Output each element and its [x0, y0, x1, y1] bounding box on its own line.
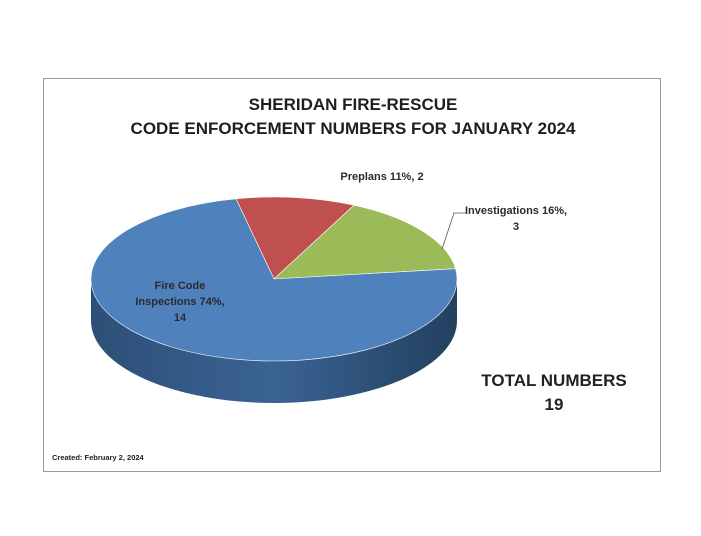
created-note: Created: February 2, 2024 [52, 453, 144, 462]
label-fire-code-line1: Fire Code [155, 280, 206, 292]
label-investigations-line2: 3 [513, 221, 519, 233]
slice-investigations [273, 204, 456, 280]
total-value: 19 [544, 395, 564, 414]
label-preplans: Preplans 11%, 2 [340, 171, 423, 183]
label-investigations-line1: Investigations 16%, [465, 205, 567, 217]
total-label: TOTAL NUMBERS [481, 371, 627, 390]
chart-title-line1: SHERIDAN FIRE-RESCUE [248, 95, 458, 114]
slice-labels: Fire Code Inspections 74%, 14 Preplans 11%,… [135, 171, 567, 324]
chart-title: SHERIDAN FIRE-RESCUE CODE ENFORCEMENT NU… [44, 93, 662, 141]
slice-side-fire-code-inspections [91, 279, 457, 403]
label-fire-code-line2: Inspections 74%, [135, 296, 224, 308]
pie-chart: Fire Code Inspections 74%, 14 Preplans 11%,… [90, 171, 567, 403]
label-fire-code-line3: 14 [174, 312, 187, 324]
total-block: TOTAL NUMBERS 19 [464, 369, 644, 417]
slice-preplans [235, 196, 355, 280]
chart-frame: SHERIDAN FIRE-RESCUE CODE ENFORCEMENT NU… [43, 78, 661, 472]
pie-group [90, 196, 458, 403]
slice-fire-code-inspections [90, 198, 458, 362]
chart-title-line2: CODE ENFORCEMENT NUMBERS FOR JANUARY 202… [130, 119, 576, 138]
investigations-leader-line [441, 212, 467, 250]
